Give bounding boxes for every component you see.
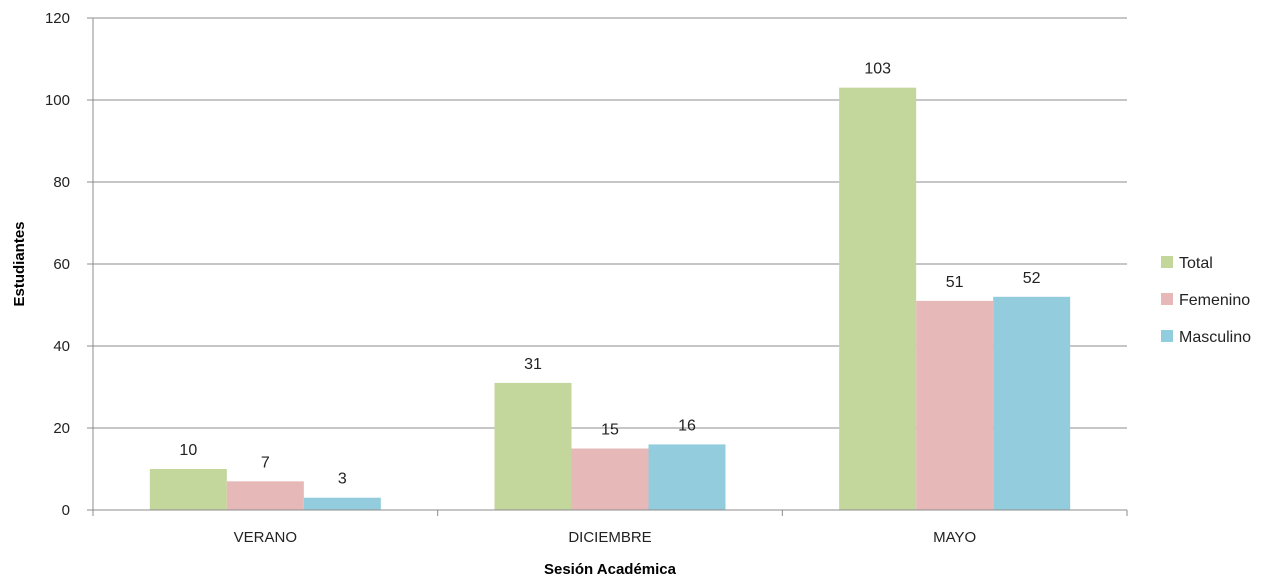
y-tick-label: 60 — [53, 256, 70, 273]
y-tick-label: 40 — [53, 338, 70, 355]
bar — [149, 469, 227, 510]
data-labels: 10 7 3 31 15 16 103 51 52 — [179, 61, 1040, 488]
bar — [993, 296, 1071, 510]
bar — [571, 448, 649, 510]
data-label: 51 — [946, 274, 964, 291]
data-label: 52 — [1023, 270, 1041, 287]
data-label: 7 — [261, 454, 270, 471]
bar — [916, 300, 994, 510]
x-axis-title: Sesión Académica — [544, 561, 677, 578]
y-tick-label: 20 — [53, 420, 70, 437]
x-tick-label: MAYO — [933, 529, 976, 546]
bar — [226, 481, 304, 510]
legend-label: Masculino — [1179, 329, 1251, 346]
x-tick-label: VERANO — [234, 529, 297, 546]
bar — [839, 87, 917, 510]
legend-swatch — [1161, 330, 1173, 342]
bar — [303, 497, 381, 510]
axes: 0 20 40 60 80 100 120 VERANO DICIEMBRE MAYO — [45, 10, 1128, 546]
legend-swatch — [1161, 293, 1173, 305]
data-label: 16 — [678, 417, 696, 434]
y-tick-label: 100 — [45, 92, 70, 109]
bars — [149, 87, 1071, 510]
data-label: 103 — [864, 61, 891, 78]
data-label: 3 — [338, 471, 347, 488]
legend-swatch — [1161, 256, 1173, 268]
data-label: 31 — [524, 356, 542, 373]
bar — [494, 382, 572, 510]
y-tick-label: 80 — [53, 174, 70, 191]
legend-label: Femenino — [1179, 292, 1250, 309]
data-label: 15 — [601, 422, 619, 439]
legend: Total Femenino Masculino — [1161, 255, 1251, 346]
x-tick-label: DICIEMBRE — [568, 529, 651, 546]
data-label: 10 — [179, 442, 197, 459]
y-tick-label: 120 — [45, 10, 70, 27]
y-tick-label: 0 — [62, 502, 70, 519]
bar — [648, 444, 726, 510]
gridlines — [87, 17, 1127, 511]
legend-label: Total — [1179, 255, 1213, 272]
y-axis-title: Estudiantes — [11, 221, 28, 306]
